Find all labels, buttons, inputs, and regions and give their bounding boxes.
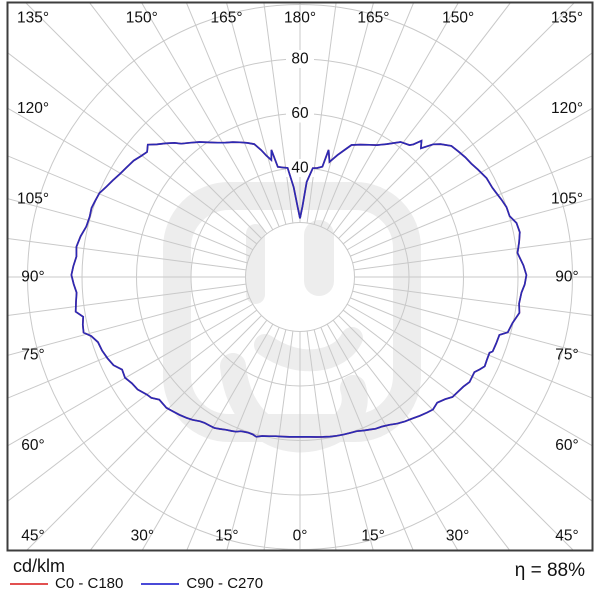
grid-spoke	[346, 303, 592, 446]
angle-label-105: 105°	[551, 190, 583, 207]
ring-label-halo	[286, 50, 314, 68]
ring-label-halo	[286, 159, 314, 177]
angle-label-150: 150°	[442, 10, 474, 27]
legend-line-c0-c180-icon	[10, 582, 48, 585]
grid-spoke	[8, 238, 247, 271]
grid-spoke	[8, 52, 258, 245]
angle-label-15: 15°	[215, 528, 238, 545]
curve-c90-c270	[70, 139, 528, 438]
watermark-cable	[220, 353, 368, 453]
angle-label-60: 60°	[21, 437, 44, 454]
grid-spoke	[8, 303, 254, 446]
chart-frame	[6, 1, 594, 552]
legend: C0 - C180 C90 - C270	[10, 575, 263, 592]
grid-spoke	[8, 108, 254, 251]
grid-spoke	[353, 283, 592, 316]
intensity-curves	[70, 139, 528, 438]
grid-spoke	[263, 330, 294, 550]
grid-spoke	[353, 238, 592, 271]
angle-label-30: 30°	[446, 528, 469, 545]
grid-spoke	[338, 3, 575, 239]
grid-spoke	[226, 329, 287, 550]
watermark-plug-pin-right	[304, 220, 334, 296]
legend-label-c0-c180: C0 - C180	[55, 575, 124, 592]
grid-spoke	[186, 3, 280, 227]
angle-label-135: 135°	[17, 10, 49, 27]
angle-label-150: 150°	[126, 10, 158, 27]
angle-label-60: 60°	[555, 437, 578, 454]
grid-spoke	[141, 3, 274, 231]
efficiency-label: η = 88%	[514, 560, 585, 581]
angle-label-90: 90°	[21, 269, 44, 286]
grid-spoke	[142, 323, 274, 550]
grid-spoke	[342, 52, 592, 245]
watermark-plug-body	[254, 327, 363, 372]
grid-spoke	[350, 297, 592, 399]
angle-label-0: 0°	[293, 528, 308, 545]
grid-spoke	[8, 290, 248, 356]
angle-label-165: 165°	[357, 10, 389, 27]
grid-spoke	[326, 3, 459, 231]
legend-item-c90-c270: C90 - C270	[141, 575, 263, 592]
angle-label-105: 105°	[17, 190, 49, 207]
angle-label-120: 120°	[17, 100, 49, 117]
grid-spoke	[89, 3, 268, 235]
angle-label-180: 180°	[284, 10, 316, 27]
grid-spoke	[8, 309, 258, 502]
watermark-logo	[163, 182, 421, 453]
grid-spoke	[338, 315, 574, 550]
grid-spoke	[306, 3, 337, 224]
ring-label-40: 40	[291, 160, 309, 177]
grid-spoke	[186, 327, 280, 550]
grid-spoke	[313, 329, 374, 550]
grid-spoke	[352, 198, 592, 264]
angle-label-30: 30°	[131, 528, 154, 545]
watermark-frame	[163, 182, 421, 442]
grid-spoke	[320, 3, 414, 227]
grid-spoke	[26, 315, 262, 550]
ring-label-80: 80	[291, 51, 309, 68]
legend-item-c0-c180: C0 - C180	[10, 575, 123, 592]
grid-spoke	[8, 155, 250, 257]
grid-spoke	[226, 3, 287, 225]
angle-label-90: 90°	[555, 269, 578, 286]
ring-label-halo	[286, 104, 314, 123]
grid-spoke	[326, 323, 458, 550]
grid-spoke	[346, 108, 592, 251]
grid-spoke	[313, 3, 374, 225]
grid-spoke	[342, 309, 592, 502]
grid-spoke	[320, 327, 414, 550]
grid-spoke	[306, 330, 337, 550]
watermark-plug-pin-left	[246, 224, 265, 304]
grid-spoke	[8, 297, 250, 399]
angle-label-75: 75°	[555, 347, 578, 364]
legend-label-c90-c270: C90 - C270	[186, 575, 264, 592]
grid-spoke	[90, 319, 268, 550]
grid-spoke	[25, 3, 262, 239]
grid-spoke	[263, 3, 294, 224]
unit-label: cd/klm	[13, 556, 66, 576]
angle-label-135: 135°	[551, 10, 583, 27]
grid-spoke	[350, 155, 592, 257]
angle-label-75: 75°	[21, 347, 44, 364]
angle-label-45: 45°	[21, 528, 44, 545]
grid-spoke	[332, 319, 510, 550]
legend-line-c90-c270-icon	[141, 582, 180, 585]
angle-label-45: 45°	[555, 528, 578, 545]
angle-label-165: 165°	[211, 10, 243, 27]
grid-spoke	[332, 3, 511, 235]
angle-label-15: 15°	[361, 528, 384, 545]
angle-labels: 0° 15° 15° 30° 30° 45° 45° 60° 60° 75° 75° 90° 90° 10…	[17, 10, 583, 545]
grid-spoke	[8, 283, 247, 316]
ring-label-60: 60	[291, 105, 309, 122]
angle-label-120: 120°	[551, 100, 583, 117]
grid-spoke	[352, 290, 592, 356]
ring-labels: 40 60 80	[286, 50, 314, 177]
grid-spoke	[8, 198, 248, 264]
